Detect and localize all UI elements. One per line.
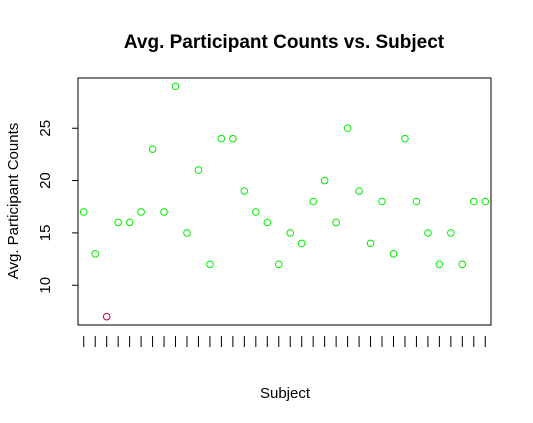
data-point: [343, 124, 352, 133]
data-point: [160, 208, 168, 216]
data-point: [229, 134, 237, 143]
data-point: [458, 260, 467, 269]
data-point: [435, 260, 444, 269]
data-point: [320, 176, 329, 185]
data-point: [424, 229, 432, 237]
data-point: [183, 229, 191, 237]
data-point: [217, 134, 226, 143]
data-point: [286, 229, 295, 237]
y-tick-label: 25: [37, 120, 54, 137]
data-point: [401, 134, 409, 143]
y-tick-label: 15: [37, 225, 54, 242]
data-point: [206, 260, 214, 269]
plot-frame: [77, 77, 492, 326]
data-point: [447, 229, 455, 237]
data-point: [194, 166, 203, 174]
y-tick-label: 20: [37, 172, 54, 189]
data-point: [114, 218, 122, 227]
x-axis: [83, 336, 486, 347]
data-point: [263, 218, 272, 227]
data-point: [355, 187, 363, 195]
data-point: [102, 312, 111, 321]
data-point: [412, 197, 421, 206]
data-point: [240, 187, 249, 195]
data-point: [252, 208, 260, 216]
data-points: [79, 82, 490, 321]
data-point: [366, 239, 375, 248]
data-point: [171, 82, 180, 91]
x-axis-label: Subject: [260, 385, 311, 402]
data-point: [332, 218, 340, 227]
data-point: [309, 197, 317, 206]
data-point: [274, 260, 283, 269]
data-point: [91, 250, 100, 258]
data-point: [79, 208, 88, 216]
chart-title: Avg. Participant Counts vs. Subject: [124, 32, 445, 53]
data-point: [378, 197, 386, 206]
data-point: [137, 208, 145, 216]
y-axis: 10 15 20 25: [37, 120, 78, 294]
y-tick-label: 10: [37, 277, 54, 294]
data-point: [297, 239, 306, 248]
y-axis-label: Avg. Participant Counts: [5, 123, 22, 279]
data-point: [125, 218, 134, 227]
data-point: [148, 145, 157, 153]
data-point: [389, 250, 398, 258]
data-point: [469, 197, 478, 206]
data-point: [481, 197, 490, 206]
